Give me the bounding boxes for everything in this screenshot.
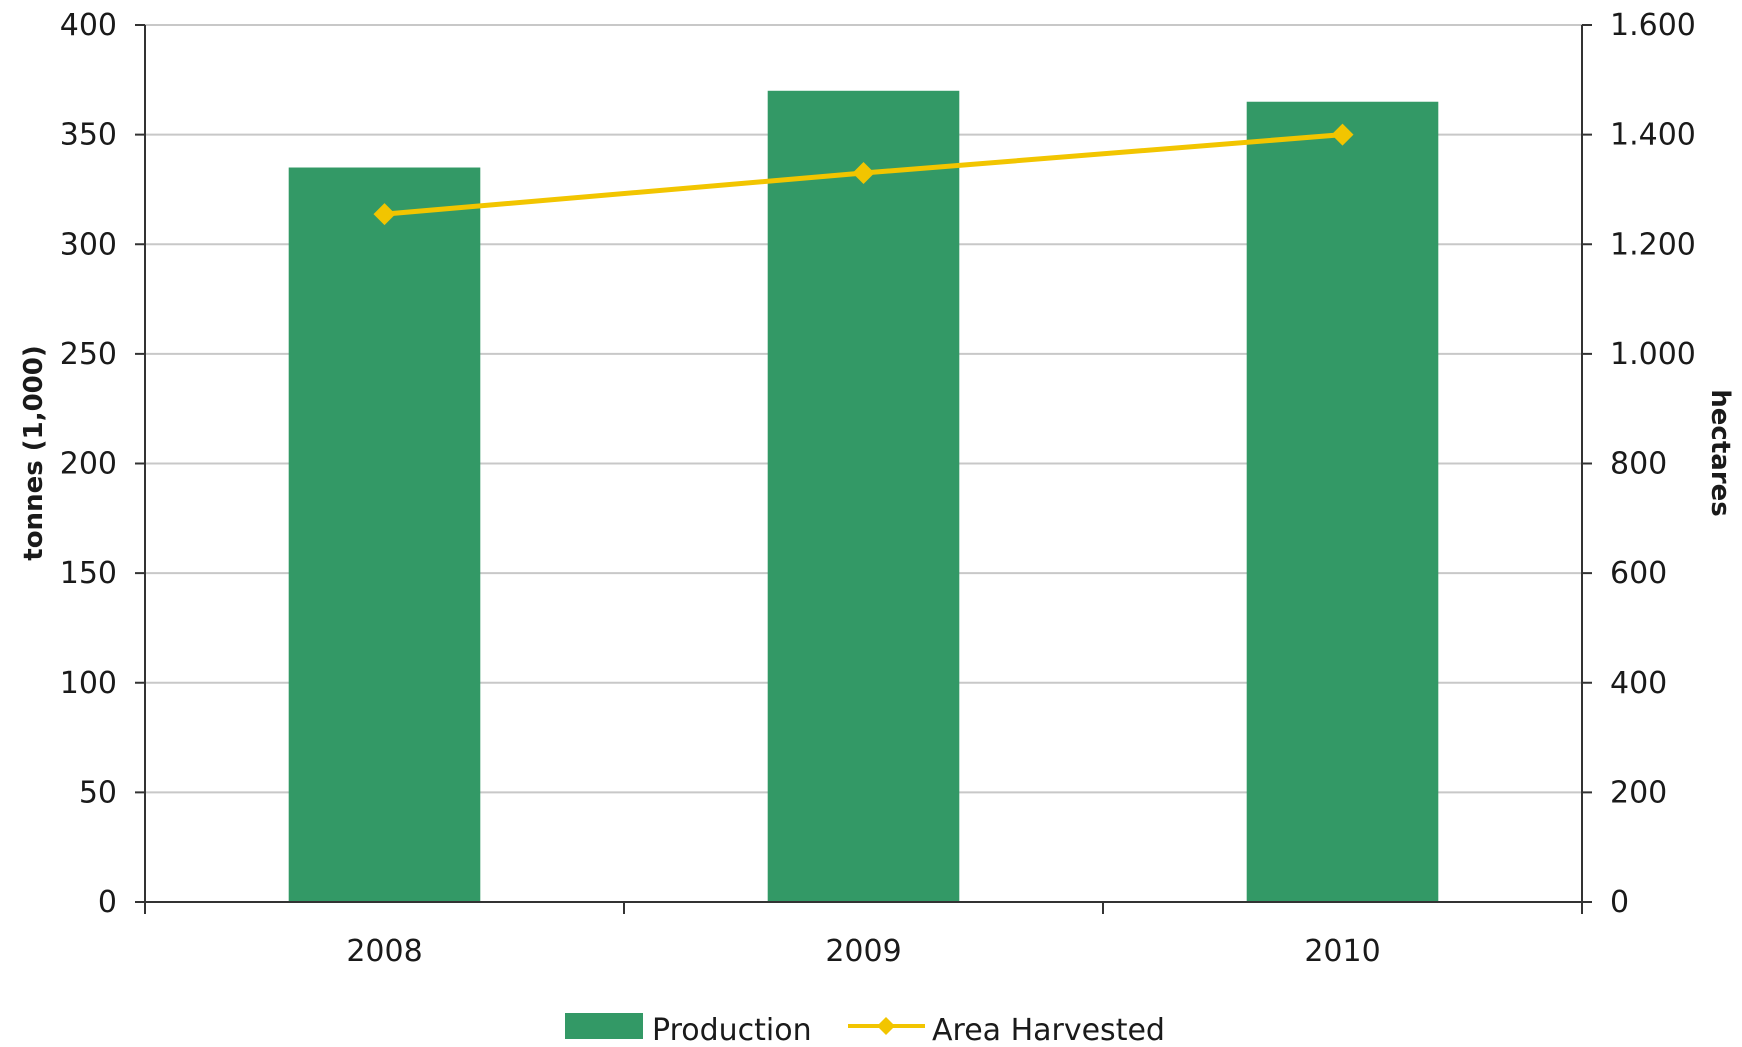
right-axis-tick-label: 800 [1610,447,1667,482]
right-axis-tick-label: 200 [1610,775,1667,810]
x-axis-tick-label: 2010 [1304,934,1380,969]
bars [288,90,1439,903]
bar-production-2009 [767,90,960,902]
legend-marker-area-harvested [877,1017,895,1035]
left-axis-tick-label: 50 [79,775,117,810]
legend: Production Area Harvested [565,1013,1165,1047]
x-axis-tick-label: 2008 [346,934,422,969]
right-axis-tick-label: 1.200 [1610,227,1696,262]
left-axis-tick-label: 100 [60,666,117,701]
bar-production-2008 [288,167,481,902]
right-axis-tick-label: 1.600 [1610,8,1696,43]
x-axis-tick-label: 2009 [825,934,901,969]
left-axis-tick-label: 300 [60,227,117,262]
left-axis-ticks: 0 50 100 150 200 250 300 350 400 [60,8,117,920]
legend-swatch-production [565,1013,643,1039]
right-axis-tick-label: 400 [1610,666,1667,701]
legend-label-area-harvested: Area Harvested [932,1013,1165,1047]
left-axis-tick-label: 150 [60,556,117,591]
marker-area-harvested-2009 [852,161,875,184]
right-axis-tick-label: 0 [1610,885,1629,920]
line-series [373,123,1354,226]
right-axis-ticks: 0 200 400 600 800 1.000 1.200 1.400 1.600 [1610,8,1696,920]
bar-production-2010 [1246,101,1439,903]
right-axis-tick-label: 1.400 [1610,118,1696,153]
x-axis-ticks: 2008 2009 2010 [346,934,1380,969]
legend-label-production: Production [652,1013,812,1047]
axes [135,24,1592,914]
marker-area-harvested-2010 [1331,123,1354,146]
left-axis-title: tonnes (1,000) [19,345,49,560]
marker-area-harvested-2008 [373,203,396,226]
left-axis-tick-label: 0 [98,885,117,920]
left-axis-tick-label: 250 [60,337,117,372]
left-axis-tick-label: 400 [60,8,117,43]
left-axis-tick-label: 200 [60,447,117,482]
left-axis-tick-label: 350 [60,118,117,153]
right-axis-tick-label: 600 [1610,556,1667,591]
right-axis-tick-label: 1.000 [1610,337,1696,372]
right-axis-title: hectares [1705,389,1735,516]
